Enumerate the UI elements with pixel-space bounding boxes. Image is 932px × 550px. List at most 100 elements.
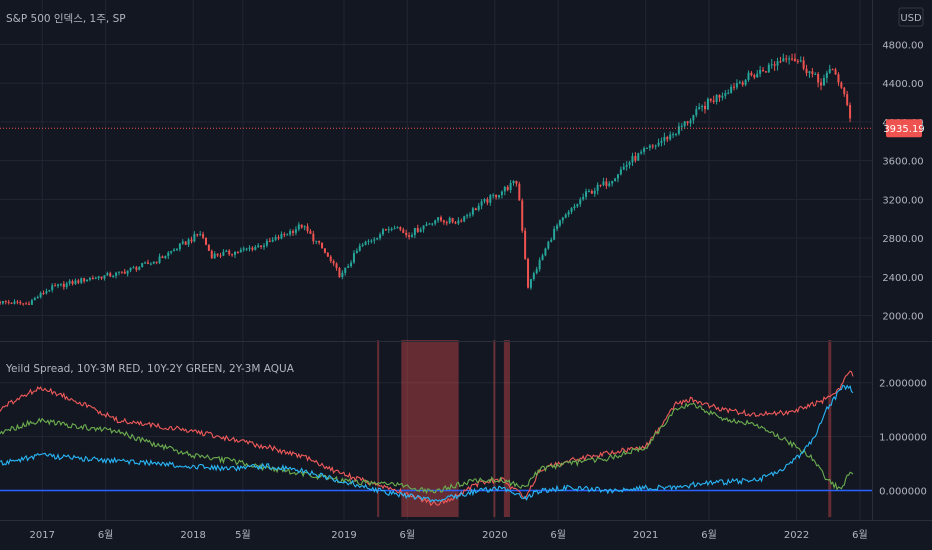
candle-body (22, 303, 25, 305)
candle-body (236, 251, 239, 253)
candle-body (318, 240, 321, 243)
candle-body (698, 107, 701, 110)
candle-body (770, 64, 773, 66)
candle-body (77, 280, 80, 283)
spread-axis[interactable]: 2.000000 1.000000 0.000000 (879, 379, 927, 498)
candle-body (132, 267, 135, 269)
candle-body (712, 100, 715, 102)
candle-body (814, 73, 817, 75)
candle-body (622, 166, 625, 170)
candle-body (645, 147, 648, 149)
candle-body (564, 214, 567, 218)
spread-tick-label: 1.000000 (879, 433, 927, 444)
candle-body (498, 195, 501, 198)
candle-body (123, 271, 126, 274)
candle-body (730, 86, 733, 93)
candle-body (42, 293, 45, 295)
candle-body (663, 136, 666, 141)
candle-body (4, 301, 7, 303)
candle-body (593, 190, 596, 194)
candle-body (1, 301, 4, 304)
candle-body (280, 234, 283, 239)
candle-body (10, 302, 13, 304)
candle-body (373, 239, 376, 241)
candle-body (207, 244, 210, 251)
candle-body (512, 180, 515, 184)
candle-body (144, 262, 147, 264)
time-axis[interactable]: 2017 6월 2018 5월 2019 6월 2020 6월 2021 6월 2022 6월 (30, 529, 868, 541)
candle-body (724, 93, 727, 96)
candle-body (213, 253, 216, 259)
candle-body (126, 270, 129, 274)
time-tick-label: 6월 (400, 529, 416, 541)
candle-body (759, 69, 762, 74)
last-price-badge (886, 119, 922, 138)
time-tick-label: 2017 (30, 530, 55, 541)
candle-body (33, 298, 36, 301)
candle-body (686, 121, 689, 124)
price-tick-label: 2400.00 (882, 273, 923, 284)
candle-body (120, 271, 123, 273)
currency-box[interactable] (898, 7, 924, 27)
inversion-region (503, 340, 510, 517)
candle-body (704, 105, 707, 110)
candle-body (762, 69, 765, 72)
candle-body (245, 248, 248, 250)
candle-body (173, 249, 176, 251)
candle-body (219, 255, 222, 257)
candle-body (457, 220, 460, 224)
candle-body (486, 199, 489, 203)
candle-body (692, 115, 695, 121)
sub-legend-title[interactable]: Yeild Spread, 10Y-3M RED, 10Y-2Y GREEN, … (5, 363, 295, 375)
candle-body (141, 263, 144, 268)
candle-body (756, 73, 759, 78)
series-10y-3m (0, 370, 854, 507)
candle-body (234, 251, 237, 255)
candle-body (657, 142, 660, 146)
candle-body (199, 234, 202, 236)
candle-body (817, 73, 820, 83)
candle-body (495, 194, 498, 198)
candle-body (289, 231, 292, 235)
candle-body (381, 229, 384, 235)
time-tick-label: 6월 (550, 529, 566, 541)
candle-body (292, 231, 295, 233)
candle-body (654, 145, 657, 147)
candle-body (529, 279, 532, 288)
candle-body (257, 245, 260, 247)
price-tick-label: 4400.00 (882, 79, 923, 90)
candle-body (747, 72, 750, 80)
candle-body (413, 228, 416, 236)
candle-body (352, 253, 355, 263)
candle-body (538, 260, 541, 270)
candle-body (405, 232, 408, 236)
candle-body (419, 229, 422, 232)
candle-body (709, 98, 712, 101)
candle-body (489, 195, 492, 203)
candle-body (573, 206, 576, 209)
candle-body (587, 190, 590, 192)
candle-body (738, 82, 741, 84)
candle-body (834, 69, 837, 75)
candle-body (820, 82, 823, 86)
candle-body (91, 277, 94, 279)
candle-body (321, 242, 324, 249)
candle-body (335, 263, 338, 269)
candle-body (672, 134, 675, 136)
candle-body (161, 256, 164, 259)
candle-body (544, 248, 547, 256)
candle-body (553, 228, 556, 240)
main-legend-title[interactable]: S&P 500 인덱스, 1주, SP (6, 13, 126, 25)
candle-body (100, 276, 103, 279)
candle-body (283, 234, 286, 236)
candle-body (384, 229, 387, 231)
candle-body (152, 261, 155, 264)
candle-body (735, 83, 738, 88)
candle-body (242, 248, 245, 250)
candle-body (825, 72, 828, 78)
price-tick-label: 3200.00 (882, 195, 923, 206)
candle-body (782, 58, 785, 62)
candle-body (19, 302, 22, 304)
candle-body (164, 255, 167, 259)
